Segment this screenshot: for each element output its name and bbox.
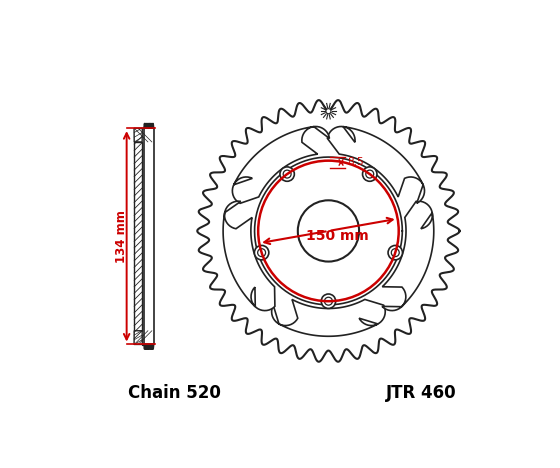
Polygon shape xyxy=(232,126,329,203)
Polygon shape xyxy=(223,201,275,311)
Circle shape xyxy=(366,170,374,178)
Circle shape xyxy=(388,245,403,260)
Text: Chain 520: Chain 520 xyxy=(128,384,221,402)
Circle shape xyxy=(280,167,295,181)
Text: 150 mm: 150 mm xyxy=(306,229,369,243)
Polygon shape xyxy=(197,100,460,362)
Polygon shape xyxy=(272,300,385,336)
Text: JTR 460: JTR 460 xyxy=(386,384,456,402)
Polygon shape xyxy=(382,201,434,311)
Circle shape xyxy=(258,249,265,256)
Circle shape xyxy=(283,170,291,178)
Text: 8.5: 8.5 xyxy=(348,157,364,168)
Bar xyxy=(134,142,142,331)
Circle shape xyxy=(324,297,333,305)
Circle shape xyxy=(362,167,377,181)
Polygon shape xyxy=(328,126,424,203)
Polygon shape xyxy=(134,128,142,142)
Bar xyxy=(144,128,153,344)
Circle shape xyxy=(254,245,269,260)
Text: 134 mm: 134 mm xyxy=(115,210,128,263)
Polygon shape xyxy=(134,331,142,344)
Circle shape xyxy=(321,294,335,308)
Circle shape xyxy=(391,249,399,256)
Circle shape xyxy=(298,200,359,262)
Circle shape xyxy=(326,109,331,114)
